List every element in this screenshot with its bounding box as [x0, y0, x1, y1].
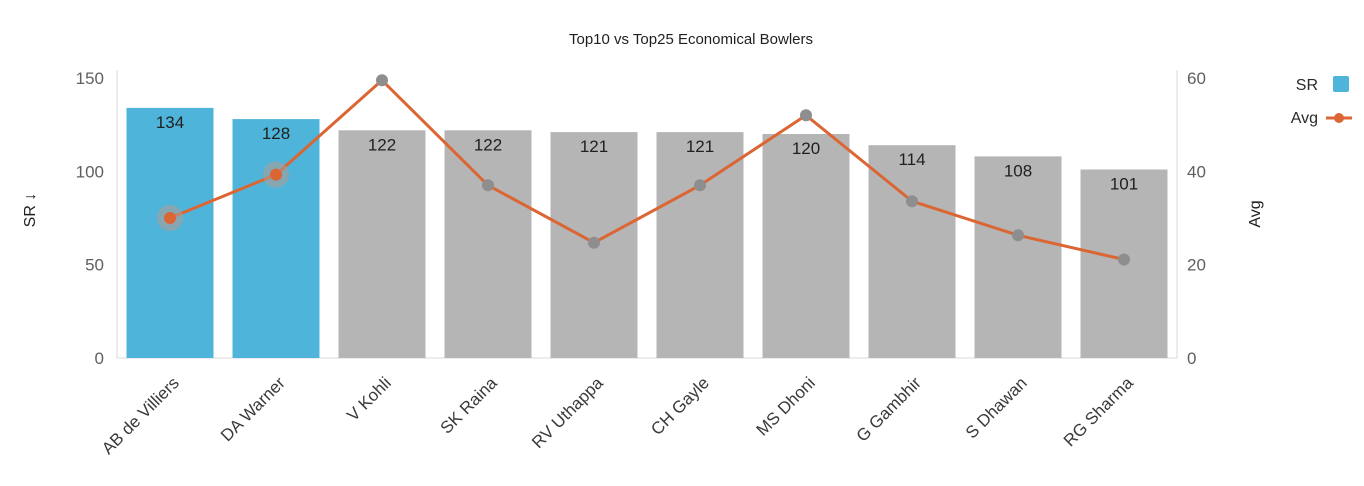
legend-swatch-sr [1333, 76, 1349, 92]
avg-point-v-kohli[interactable] [376, 74, 388, 87]
legend-item-sr[interactable]: SR [1296, 76, 1349, 94]
right-tick-label: 40 [1187, 162, 1206, 181]
bar-value-label: 122 [368, 135, 396, 154]
bar-s-dhawan[interactable] [974, 156, 1062, 358]
left-tick-label: 50 [85, 256, 104, 275]
bar-value-label: 101 [1110, 175, 1138, 194]
category-label-ms-dhoni: MS Dhoni [753, 373, 819, 439]
avg-point-sk-raina[interactable] [482, 179, 494, 192]
bar-ms-dhoni[interactable] [762, 134, 850, 358]
category-label-rv-uthappa: RV Uthappa [528, 373, 607, 452]
bar-value-label: 122 [474, 135, 502, 154]
bar-g-gambhir[interactable] [868, 145, 956, 358]
bar-value-label: 134 [156, 113, 184, 132]
bar-value-label: 120 [792, 139, 820, 158]
avg-point-ab-de-villiers[interactable] [164, 212, 176, 224]
avg-point-s-dhawan[interactable] [1012, 229, 1024, 242]
category-label-g-gambhir: G Gambhir [853, 373, 925, 445]
bar-value-label: 121 [580, 137, 608, 156]
category-label-sk-raina: SK Raina [437, 373, 502, 438]
legend-label-avg: Avg [1291, 110, 1318, 127]
right-axis-title: Avg [1247, 200, 1264, 227]
avg-point-ch-gayle[interactable] [694, 179, 706, 192]
bar-value-label: 128 [262, 124, 290, 143]
right-tick-label: 0 [1187, 349, 1196, 368]
right-tick-label: 60 [1187, 69, 1206, 88]
left-tick-label: 100 [76, 162, 104, 181]
chart-title: Top10 vs Top25 Economical Bowlers [569, 31, 813, 48]
bar-ab-de-villiers[interactable] [126, 107, 214, 359]
bar-ch-gayle[interactable] [656, 132, 744, 358]
avg-line-series [157, 74, 1130, 266]
legend: SR Avg [1291, 76, 1352, 127]
bar-da-warner[interactable] [232, 119, 320, 358]
category-label-da-warner: DA Warner [217, 373, 289, 445]
avg-line [169, 78, 1125, 261]
bar-labels: 134 128 122 122 121 121 120 114 108 101 [156, 113, 1138, 194]
left-axis-title: SR ↓ [22, 193, 39, 228]
category-label-s-dhawan: S Dhawan [962, 373, 1031, 442]
left-axis-ticks: 0 50 100 150 [76, 69, 104, 368]
bar-value-label: 108 [1004, 161, 1032, 180]
category-labels: AB de Villiers DA Warner V Kohli SK Raina RV… [98, 373, 1137, 458]
avg-point-ms-dhoni[interactable] [800, 109, 812, 122]
right-axis-ticks: 0 20 40 60 [1187, 69, 1206, 368]
legend-marker-avg [1334, 113, 1344, 123]
category-label-rg-sharma: RG Sharma [1060, 373, 1137, 450]
avg-point-da-warner[interactable] [270, 168, 282, 181]
avg-point-rg-sharma[interactable] [1118, 253, 1130, 266]
bar-value-label: 114 [898, 150, 925, 169]
bar-sk-raina[interactable] [444, 130, 532, 358]
avg-point-rv-uthappa[interactable] [588, 236, 600, 249]
legend-label-sr: SR [1296, 77, 1318, 94]
bar-value-label: 121 [686, 137, 714, 156]
right-tick-label: 20 [1187, 256, 1206, 275]
category-label-v-kohli: V Kohli [343, 373, 395, 425]
avg-point-g-gambhir[interactable] [906, 195, 918, 208]
bars [126, 107, 1168, 359]
bar-v-kohli[interactable] [338, 130, 426, 358]
category-label-ab-de-villiers: AB de Villiers [98, 373, 183, 458]
legend-item-avg[interactable]: Avg [1291, 110, 1352, 127]
category-label-ch-gayle: CH Gayle [647, 373, 713, 439]
left-tick-label: 0 [95, 349, 104, 368]
left-tick-label: 150 [76, 69, 104, 88]
